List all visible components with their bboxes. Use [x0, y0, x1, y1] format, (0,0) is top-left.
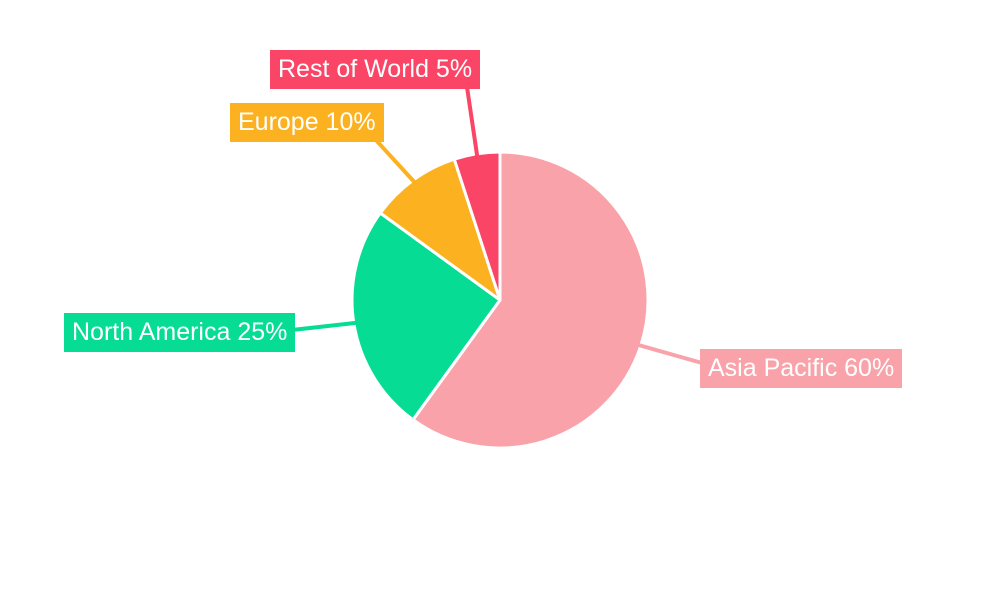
pie-label-europe: Europe 10%: [230, 103, 384, 142]
leader-line-north-america: [291, 320, 357, 332]
pie-label-north-america: North America 25%: [64, 313, 296, 352]
leader-line-asia-pacific: [638, 343, 703, 365]
pie-label-asia-pacific: Asia Pacific 60%: [700, 349, 903, 388]
leader-line-rest-of-world: [465, 86, 480, 157]
pie-label-rest-of-world: Rest of World 5%: [270, 50, 481, 89]
leader-line-europe: [373, 137, 416, 184]
